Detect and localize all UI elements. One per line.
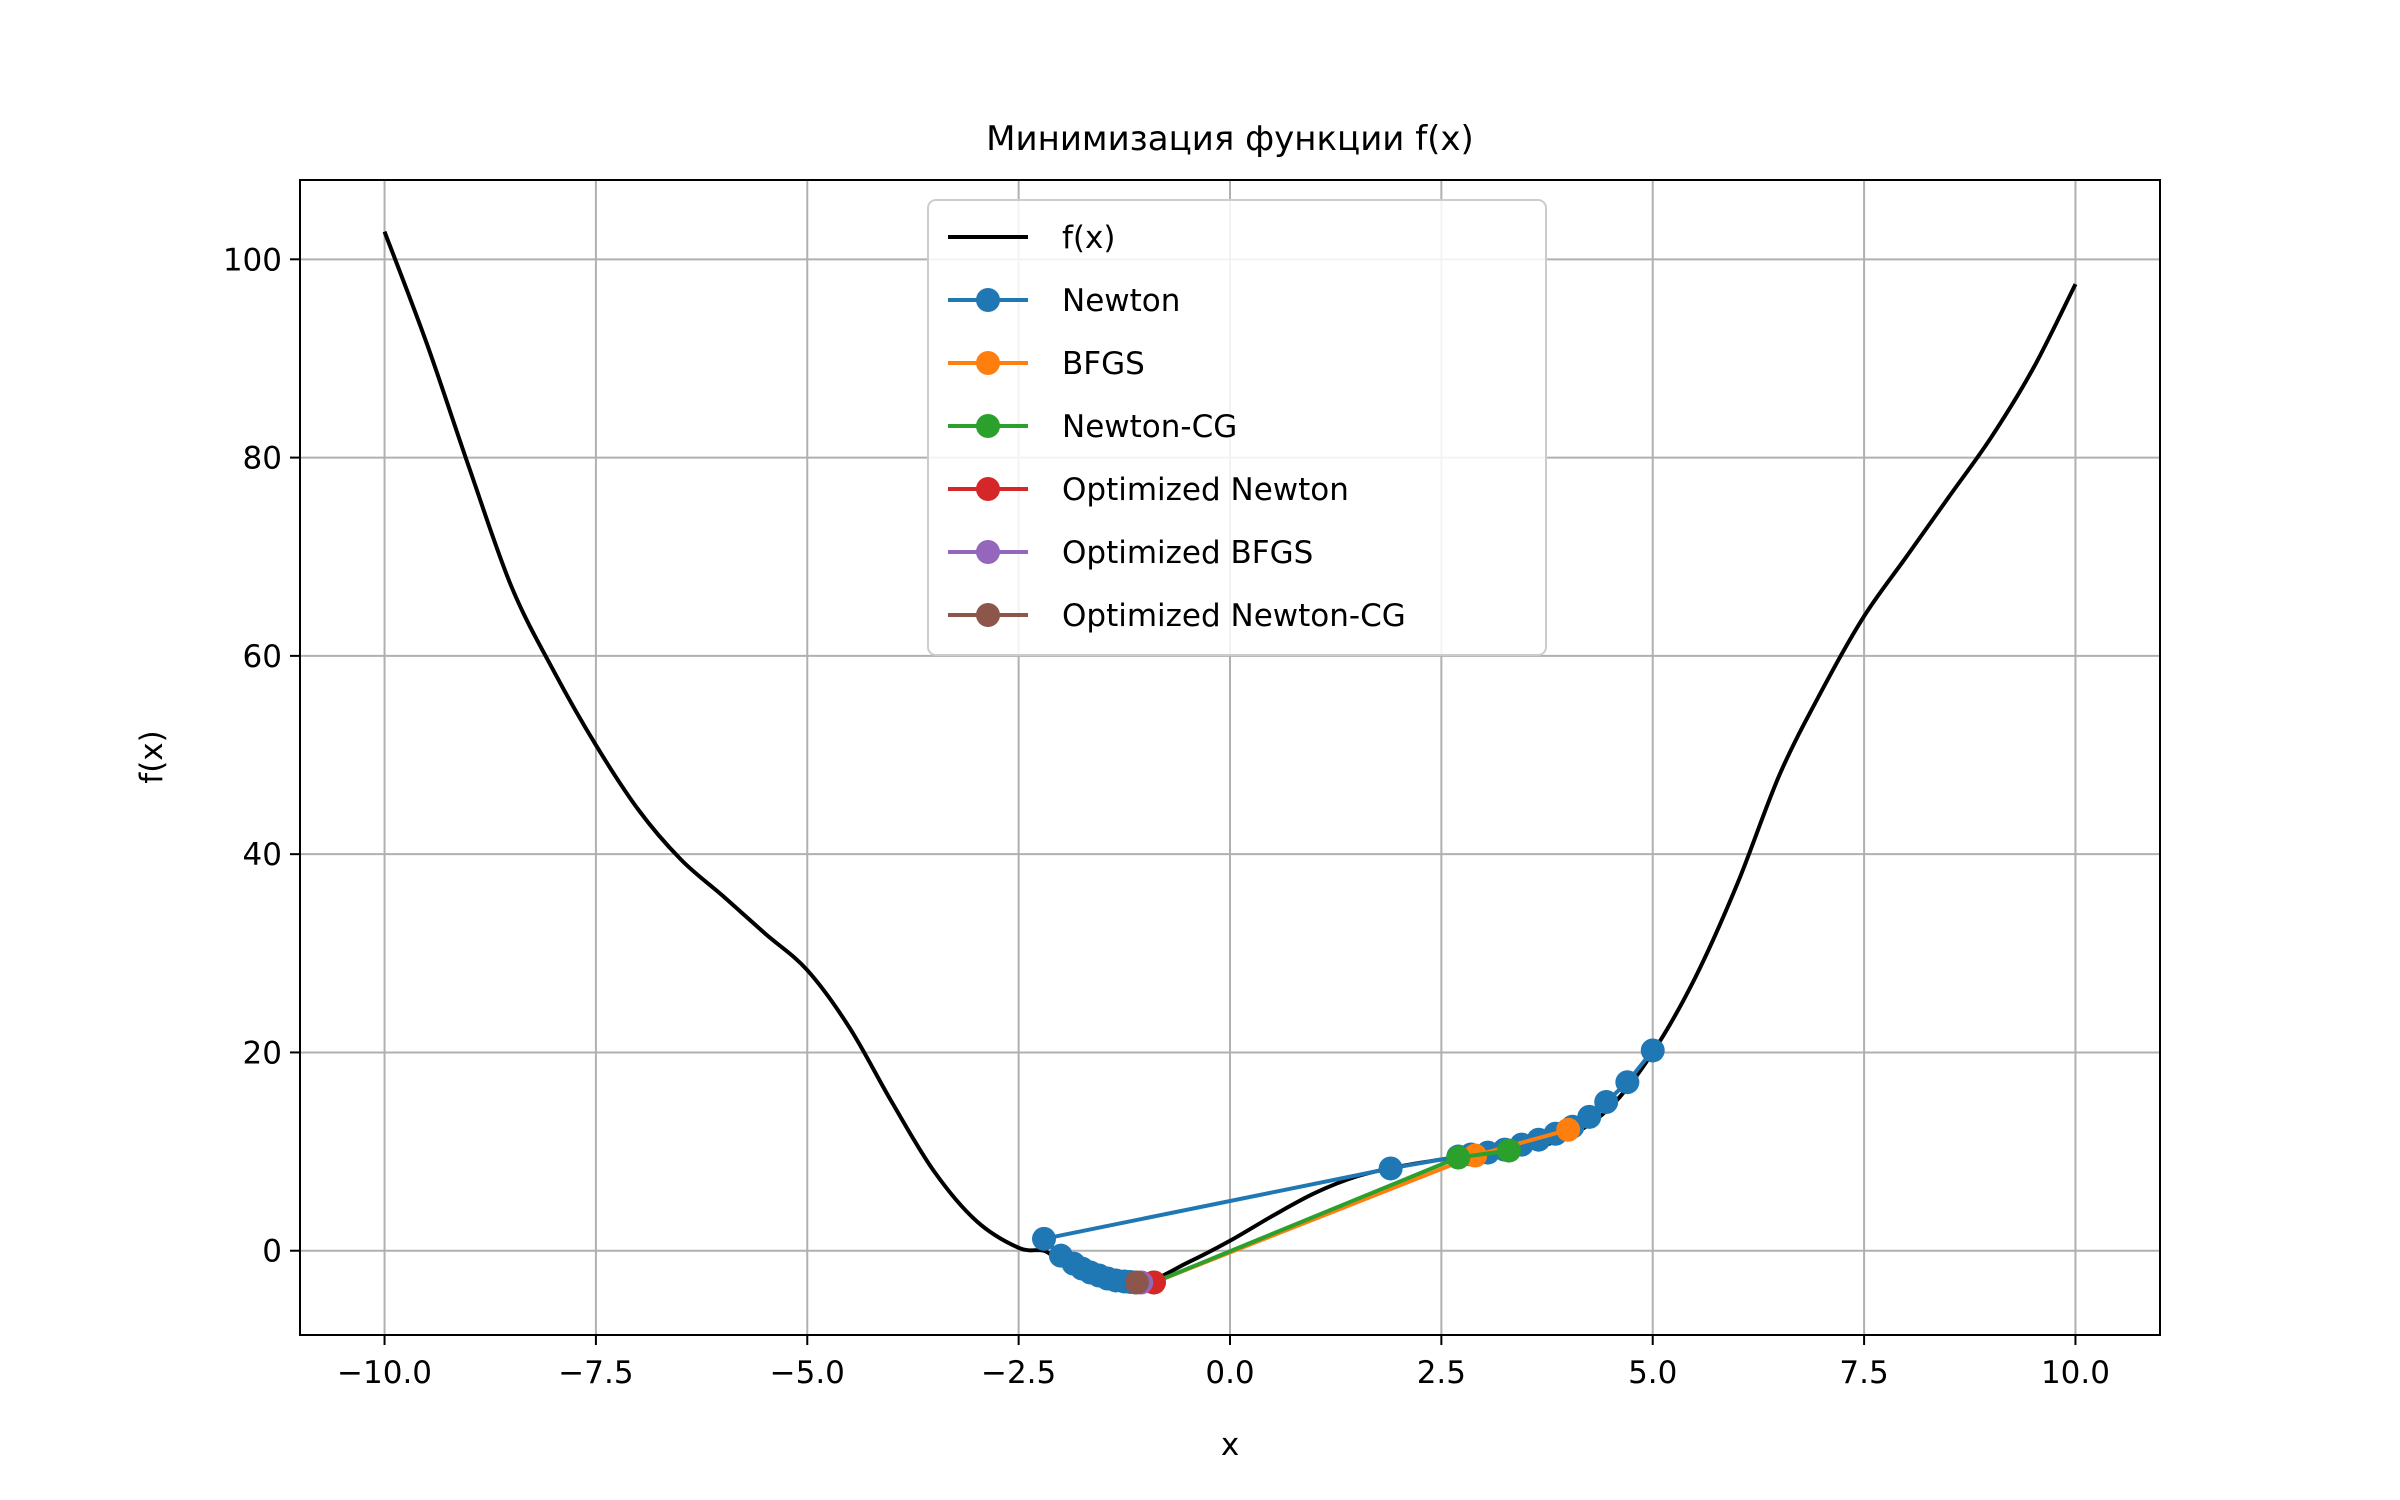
data-point-bfgs xyxy=(1556,1117,1581,1142)
legend-swatch-marker-bfgs xyxy=(976,351,1000,375)
legend-label-f-x-: f(x) xyxy=(1062,220,1115,256)
data-point-optimized-newton-cg xyxy=(1125,1270,1149,1295)
legend-swatch-marker-optimized-bfgs xyxy=(976,540,1000,564)
x-tick-label: −5.0 xyxy=(770,1355,845,1391)
legend-label-newton: Newton xyxy=(1062,283,1180,319)
x-tick-label: 10.0 xyxy=(2041,1355,2110,1391)
y-tick-label: 40 xyxy=(243,837,282,873)
data-point-newton xyxy=(1615,1070,1640,1095)
x-axis-label: x xyxy=(1221,1427,1239,1463)
y-tick-label: 100 xyxy=(223,242,282,278)
legend-swatch-marker-newton xyxy=(976,288,1000,312)
data-point-newton xyxy=(1640,1038,1665,1063)
x-tick-label: −7.5 xyxy=(558,1355,633,1391)
data-point-newton-cg xyxy=(1446,1145,1471,1170)
x-tick-label: 0.0 xyxy=(1205,1355,1254,1391)
legend-swatch-marker-optimized-newton-cg xyxy=(976,603,1000,627)
y-axis-label: f(x) xyxy=(134,730,170,783)
legend-label-bfgs: BFGS xyxy=(1062,346,1145,382)
legend-label-optimized-newton: Optimized Newton xyxy=(1062,472,1349,508)
x-tick-label: 7.5 xyxy=(1839,1355,1888,1391)
y-tick-label: 0 xyxy=(262,1234,282,1270)
chart-title: Минимизация функции f(x) xyxy=(986,119,1474,159)
x-tick-label: −2.5 xyxy=(981,1355,1056,1391)
legend-swatch-marker-optimized-newton xyxy=(976,477,1000,501)
function-curve-line xyxy=(382,230,2078,1284)
legend-label-optimized-bfgs: Optimized BFGS xyxy=(1062,535,1313,571)
legend: f(x) Newton BFGS Newton-CG Optimized Newton O… xyxy=(927,199,1547,656)
x-tick-label: −10.0 xyxy=(337,1355,432,1391)
x-tick-label: 5.0 xyxy=(1628,1355,1677,1391)
data-point-newton xyxy=(1378,1156,1403,1181)
axis-ticks: −10.0 −7.5 −5.0 −2.5 0.0 2.5 5.0 7.5 10.0 0 20 40 60… xyxy=(223,242,2110,1391)
legend-label-optimized-newton-cg: Optimized Newton-CG xyxy=(1062,598,1406,634)
data-point-newton xyxy=(1032,1226,1056,1251)
legend-box xyxy=(927,199,1547,656)
series-optimized-newton-cg xyxy=(1125,1270,1149,1295)
series-layer xyxy=(1032,1038,1665,1295)
x-tick-label: 2.5 xyxy=(1417,1355,1466,1391)
data-point-newton xyxy=(1594,1090,1619,1115)
y-tick-label: 80 xyxy=(243,441,282,477)
y-tick-label: 20 xyxy=(243,1035,282,1071)
legend-swatch-marker-newton-cg xyxy=(976,414,1000,438)
function-curve-layer xyxy=(382,230,2078,1284)
data-point-newton-cg xyxy=(1497,1138,1521,1163)
y-tick-label: 60 xyxy=(243,639,282,675)
legend-label-newton-cg: Newton-CG xyxy=(1062,409,1237,445)
